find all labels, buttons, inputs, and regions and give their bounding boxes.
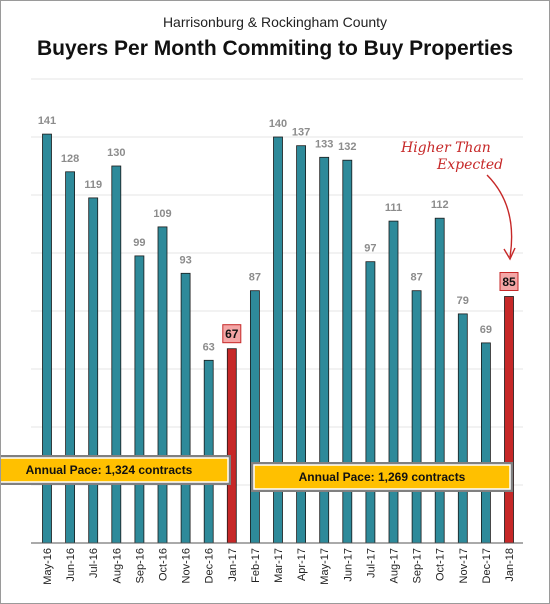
bar-oct-17 bbox=[434, 217, 445, 544]
x-axis-ticks: May-16 Jun-16 Jul-16 Aug-16 Sep-16 Oct-16 Nov-… bbox=[42, 548, 516, 585]
tick-label-feb-17: Feb-17 bbox=[250, 548, 262, 583]
data-label-aug-17: 111 bbox=[385, 202, 402, 214]
data-label-may-16: 141 bbox=[38, 115, 56, 127]
bar-nov-17 bbox=[457, 313, 468, 544]
data-label-jun-16: 128 bbox=[61, 153, 79, 165]
chart-title: Buyers Per Month Commiting to Buy Proper… bbox=[36, 37, 514, 60]
tick-label-jan-18: Jan-18 bbox=[504, 548, 516, 582]
annotation-line-1: Higher Than bbox=[400, 140, 491, 156]
bar-jan-17 bbox=[226, 348, 237, 544]
bar-nov-16 bbox=[180, 272, 191, 544]
data-label-jun-17: 132 bbox=[338, 141, 356, 153]
tick-label-may-17: May-17 bbox=[319, 548, 331, 585]
annotation-line-2: Expected bbox=[436, 157, 503, 173]
annual-pace-2017-box: Annual Pace: 1,269 contracts bbox=[251, 462, 513, 492]
data-label-nov-17: 79 bbox=[457, 295, 469, 307]
data-label-jan-17: 67 bbox=[225, 327, 239, 341]
highlight-label-box bbox=[222, 324, 242, 344]
higher-than-expected-annotation: Higher Than Expected bbox=[400, 140, 516, 261]
bar-sep-17 bbox=[411, 290, 422, 544]
tick-label-sep-17: Sep-17 bbox=[412, 548, 424, 583]
data-label-aug-16: 130 bbox=[107, 147, 125, 159]
tick-label-oct-16: Oct-16 bbox=[158, 548, 170, 581]
tick-label-dec-16: Dec-16 bbox=[204, 548, 216, 583]
data-label-jul-17: 97 bbox=[364, 243, 376, 255]
data-label-feb-17: 87 bbox=[249, 272, 261, 284]
tick-label-sep-16: Sep-16 bbox=[134, 548, 146, 583]
tick-label-dec-17: Dec-17 bbox=[481, 548, 493, 583]
data-label-jul-16: 119 bbox=[84, 179, 102, 191]
data-label-may-17: 133 bbox=[315, 138, 333, 150]
tick-label-oct-17: Oct-17 bbox=[435, 548, 447, 581]
bar-aug-16 bbox=[111, 165, 122, 544]
bar-oct-16 bbox=[157, 226, 168, 544]
data-labels: 141 128 119 130 99 109 93 63 67 87 140 137 133 132 97 1… bbox=[38, 115, 519, 353]
bar-dec-16 bbox=[203, 359, 214, 544]
data-label-oct-16: 109 bbox=[153, 208, 171, 220]
bar-jul-17 bbox=[365, 261, 376, 544]
chart-subtitle: Harrisonburg & Rockingham County bbox=[162, 14, 388, 30]
tick-label-apr-17: Apr-17 bbox=[296, 548, 308, 581]
tick-label-aug-17: Aug-17 bbox=[389, 548, 401, 583]
tick-label-nov-16: Nov-16 bbox=[181, 548, 193, 583]
tick-label-jun-16: Jun-16 bbox=[65, 548, 77, 582]
bar-sep-16 bbox=[134, 255, 145, 544]
tick-label-jun-17: Jun-17 bbox=[342, 548, 354, 582]
data-label-oct-17: 112 bbox=[431, 199, 449, 211]
data-label-dec-16: 63 bbox=[203, 341, 215, 353]
bar-feb-17 bbox=[249, 290, 260, 544]
data-label-dec-17: 69 bbox=[480, 324, 492, 336]
tick-label-jul-17: Jul-17 bbox=[365, 548, 377, 578]
bar-jan-18 bbox=[504, 296, 514, 544]
data-label-jan-18: 85 bbox=[502, 275, 516, 289]
tick-label-may-16: May-16 bbox=[42, 548, 54, 585]
tick-label-nov-17: Nov-17 bbox=[458, 548, 470, 583]
tick-label-aug-16: Aug-16 bbox=[111, 548, 123, 583]
annotation-arrow bbox=[486, 174, 513, 258]
data-label-sep-17: 87 bbox=[410, 272, 422, 284]
data-label-apr-17: 137 bbox=[292, 127, 310, 139]
highlight-label-box bbox=[499, 272, 519, 291]
tick-label-jul-16: Jul-16 bbox=[88, 548, 100, 578]
bar-jun-16 bbox=[65, 171, 75, 544]
annual-pace-2016-box: Annual Pace: 1,324 contracts bbox=[1, 455, 231, 485]
data-label-mar-17: 140 bbox=[269, 118, 287, 130]
annual-pace-2017-label: Annual Pace: 1,269 contracts bbox=[299, 470, 466, 484]
data-label-sep-16: 99 bbox=[133, 237, 145, 249]
bar-dec-17 bbox=[480, 342, 491, 544]
tick-label-mar-17: Mar-17 bbox=[273, 548, 285, 583]
bar-aug-17 bbox=[388, 220, 399, 544]
annotation-arrowhead bbox=[503, 247, 516, 261]
annual-pace-2016-label: Annual Pace: 1,324 contracts bbox=[26, 463, 193, 477]
data-label-nov-16: 93 bbox=[179, 254, 191, 266]
bar-jul-16 bbox=[88, 197, 99, 544]
tick-label-jan-17: Jan-17 bbox=[227, 548, 239, 582]
